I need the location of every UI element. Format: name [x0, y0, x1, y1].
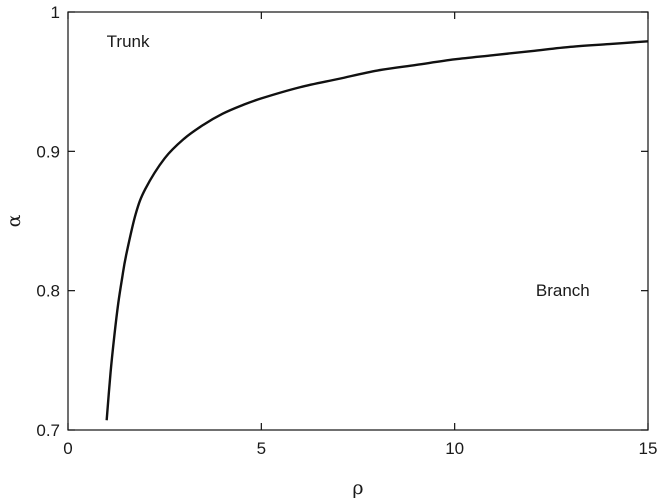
data-series-line	[105, 40, 649, 421]
x-axis-label: ρ	[352, 477, 363, 499]
annotations: Trunk Branch	[107, 32, 590, 300]
y-tick-label: 0.7	[36, 421, 60, 440]
x-tick-label: 5	[257, 439, 266, 458]
y-tick-label: 1	[51, 3, 60, 22]
x-tick-label: 15	[639, 439, 658, 458]
x-tick-label: 10	[445, 439, 464, 458]
y-tick-label: 0.8	[36, 282, 60, 301]
annotation-branch: Branch	[536, 281, 590, 300]
y-tick-label: 0.9	[36, 142, 60, 161]
x-tick-label: 0	[63, 439, 72, 458]
annotation-trunk: Trunk	[107, 32, 150, 51]
tick-marks	[67, 11, 649, 431]
plot-frame	[67, 11, 649, 431]
y-axis-label: α	[3, 214, 25, 227]
tick-labels: 0 5 10 15 0.7 0.8 0.9 1	[36, 3, 657, 458]
